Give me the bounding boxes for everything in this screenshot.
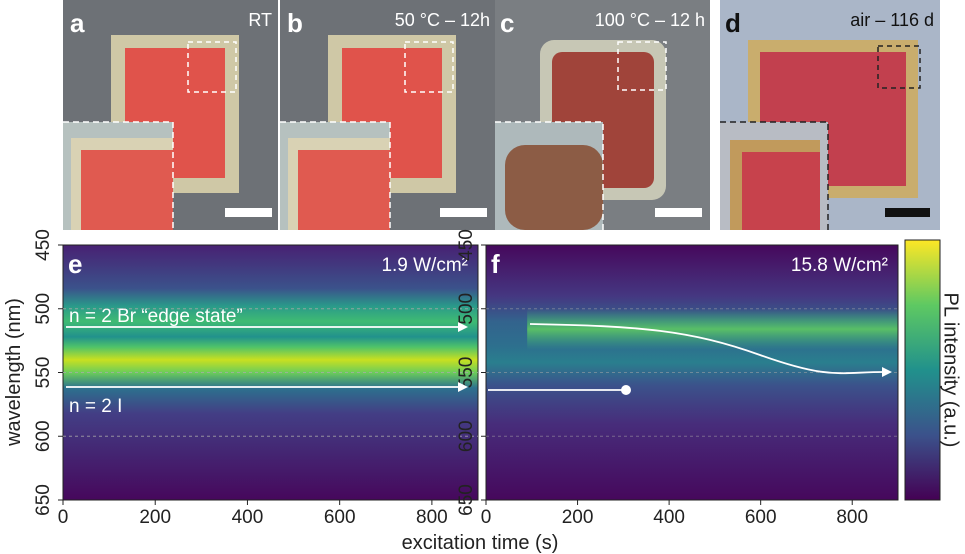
panel-label: c <box>500 8 514 38</box>
colorbar <box>905 240 940 500</box>
x-tick-label: 0 <box>58 507 69 528</box>
power-density: 15.8 W/cm² <box>791 255 888 276</box>
y-tick-label: 650 <box>33 484 54 516</box>
panel-label: b <box>287 8 303 38</box>
y-tick-label: 550 <box>33 357 54 389</box>
panel-label: e <box>68 249 82 279</box>
y-tick-label: 450 <box>33 229 54 261</box>
panel-label: a <box>70 8 85 38</box>
x-tick-label: 0 <box>481 507 492 528</box>
colorbar-label: PL intensity (a.u.) <box>940 293 962 448</box>
y-tick-label: 450 <box>456 229 477 261</box>
x-tick-label: 200 <box>139 507 171 528</box>
state-label: n = 2 I <box>69 396 122 417</box>
x-tick-label: 600 <box>745 507 777 528</box>
y-tick-label: 600 <box>456 420 477 452</box>
figure: a RT b 50 °C – 12h c 100 °C – 12 h d air… <box>0 0 965 554</box>
y-tick-label: 500 <box>33 293 54 325</box>
trace-end <box>621 385 631 395</box>
y-tick-label: 650 <box>456 484 477 516</box>
caption: 100 °C – 12 h <box>595 10 705 30</box>
caption: air – 116 d <box>850 10 934 30</box>
caption: 50 °C – 12h <box>395 10 490 30</box>
photo-d: d air – 116 d <box>720 0 940 230</box>
panel-label: d <box>725 8 741 38</box>
photo-a: a RT <box>63 0 278 230</box>
y-tick-label: 600 <box>33 420 54 452</box>
x-tick-label: 800 <box>416 507 448 528</box>
x-tick-label: 400 <box>653 507 685 528</box>
x-tick-label: 800 <box>836 507 868 528</box>
panel-label: f <box>491 249 500 279</box>
x-tick-label: 200 <box>562 507 594 528</box>
y-axis-label: wavelength (nm) <box>3 298 25 447</box>
x-tick-label: 600 <box>324 507 356 528</box>
photo-b: b 50 °C – 12h <box>280 0 495 230</box>
photo-c: c 100 °C – 12 h <box>495 0 710 230</box>
x-tick-label: 400 <box>232 507 264 528</box>
caption: RT <box>248 10 272 30</box>
y-tick-label: 500 <box>456 293 477 325</box>
x-axis-label: excitation time (s) <box>402 532 559 554</box>
